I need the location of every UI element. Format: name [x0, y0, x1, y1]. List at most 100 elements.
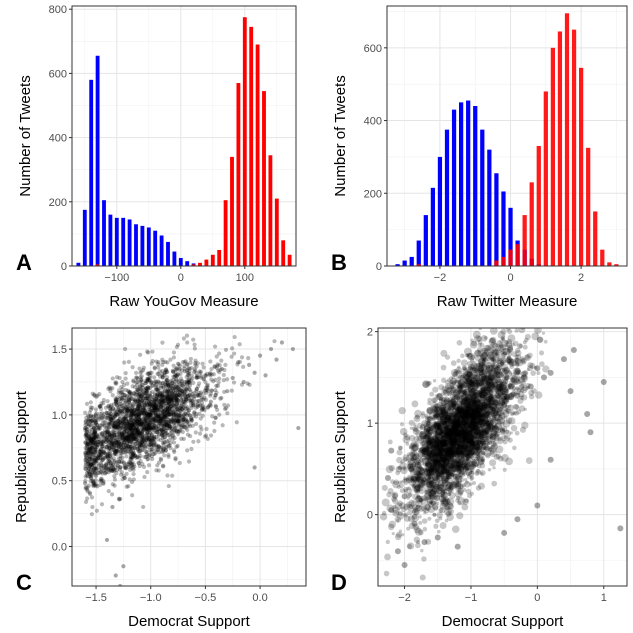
scatter-point: [148, 420, 153, 425]
scatter-point: [94, 458, 100, 463]
scatter-point: [164, 383, 169, 388]
scatter-point: [179, 403, 184, 409]
scatter-point: [145, 387, 151, 392]
scatter-point: [131, 435, 136, 441]
scatter-point: [477, 349, 485, 357]
scatter-point: [457, 385, 464, 391]
scatter-point: [177, 386, 182, 391]
scatter-point: [167, 397, 173, 402]
scatter-point: [171, 392, 176, 397]
scatter-point: [453, 415, 460, 423]
scatter-point: [125, 449, 130, 454]
scatter-point: [165, 396, 170, 401]
scatter-point: [139, 426, 145, 431]
scatter-point: [167, 405, 173, 410]
scatter-point: [96, 427, 102, 432]
scatter-point: [111, 415, 117, 420]
scatter-point: [100, 444, 105, 449]
scatter-point: [435, 444, 440, 449]
scatter-point: [88, 475, 94, 481]
scatter-point: [134, 419, 139, 425]
scatter-point: [477, 416, 484, 423]
scatter-point: [140, 433, 145, 438]
scatter-point: [83, 418, 88, 424]
scatter-point: [498, 383, 503, 388]
scatter-point: [135, 409, 140, 414]
scatter-point: [455, 433, 462, 440]
bar: [153, 230, 158, 266]
scatter-point: [175, 361, 181, 366]
scatter-point: [497, 393, 501, 397]
scatter-point: [461, 390, 468, 396]
scatter-point: [104, 431, 110, 437]
scatter-point: [391, 497, 399, 504]
scatter-point: [232, 334, 237, 340]
scatter-point: [143, 449, 149, 454]
scatter-point: [108, 453, 113, 458]
scatter-point: [148, 415, 153, 420]
scatter-point: [182, 425, 187, 430]
scatter-point: [111, 424, 117, 429]
scatter-point: [126, 426, 131, 431]
scatter-point: [105, 404, 111, 409]
scatter-point: [181, 417, 186, 422]
scatter-point: [124, 411, 129, 416]
scatter-point: [183, 425, 188, 430]
scatter-point: [144, 449, 149, 455]
scatter-point: [145, 379, 150, 384]
scatter-point: [418, 483, 423, 489]
scatter-point: [129, 433, 134, 438]
scatter-point: [446, 418, 450, 422]
scatter-point: [155, 395, 160, 400]
scatter-point: [175, 413, 180, 418]
scatter-point: [486, 412, 491, 416]
scatter-point: [97, 452, 102, 458]
scatter-point: [123, 435, 128, 440]
scatter-point: [126, 426, 132, 431]
scatter-point: [105, 435, 110, 440]
scatter-point: [116, 407, 121, 412]
scatter-point: [137, 412, 142, 417]
scatter-point: [89, 450, 94, 455]
scatter-point: [174, 366, 179, 371]
scatter-point: [142, 436, 147, 441]
scatter-point: [92, 435, 97, 440]
scatter-point: [150, 383, 156, 388]
scatter-point: [89, 495, 95, 500]
scatter-point: [201, 376, 206, 381]
scatter-point: [87, 471, 92, 477]
scatter-point: [140, 425, 145, 430]
scatter-point: [112, 467, 117, 472]
scatter-point: [143, 426, 148, 431]
scatter-point: [113, 401, 118, 406]
scatter-point: [89, 465, 95, 470]
scatter-point: [181, 418, 186, 423]
scatter-point: [146, 409, 151, 415]
scatter-point: [177, 419, 182, 424]
scatter-point: [154, 387, 159, 392]
scatter-point: [174, 412, 179, 417]
scatter-point: [153, 442, 159, 447]
scatter-point: [129, 450, 134, 455]
scatter-point: [162, 423, 167, 428]
scatter-point: [124, 471, 129, 476]
scatter-point: [204, 390, 209, 395]
scatter-point: [86, 461, 91, 466]
scatter-point: [113, 465, 118, 470]
scatter-point: [148, 438, 153, 443]
scatter-point: [126, 398, 132, 403]
scatter-point: [167, 380, 173, 385]
scatter-point: [116, 496, 122, 501]
scatter-point: [139, 369, 144, 374]
scatter-point: [438, 417, 443, 423]
bar: [172, 251, 177, 266]
scatter-point: [122, 437, 128, 443]
scatter-point: [176, 380, 181, 385]
scatter-point: [202, 408, 207, 413]
scatter-point: [463, 419, 470, 425]
scatter-point: [133, 417, 138, 422]
scatter-point: [186, 386, 192, 391]
scatter-point: [126, 436, 131, 441]
scatter-point: [137, 399, 142, 405]
scatter-point: [203, 434, 208, 439]
